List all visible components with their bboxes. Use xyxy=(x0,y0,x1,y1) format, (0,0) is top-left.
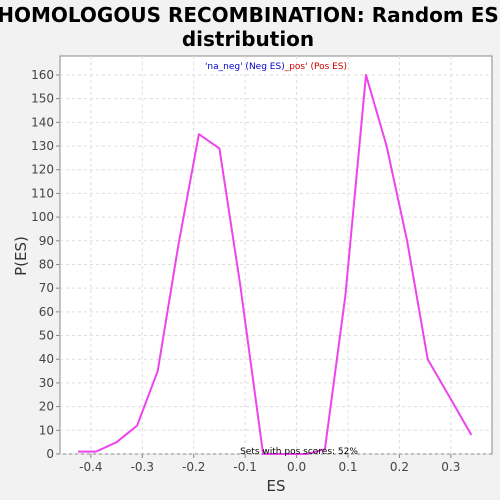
y-tick-label: 90 xyxy=(39,234,54,248)
y-tick-label: 40 xyxy=(39,352,54,366)
legend-entry-neg: 'na_neg' (Neg ES) xyxy=(205,62,285,72)
chart-title-line-2: distribution xyxy=(182,27,314,51)
x-tick-label: -0.2 xyxy=(182,460,205,474)
legend: 'na_neg' (Neg ES)_pos' (Pos ES) xyxy=(205,62,347,72)
y-tick-label: 10 xyxy=(39,423,54,437)
y-tick-label: 150 xyxy=(31,92,54,106)
y-axis-ticks: 0 10 20 30 40 50 60 70 80 90 100 110 120 130 140 150 160 xyxy=(31,68,60,461)
y-axis-label: P(ES) xyxy=(12,236,30,276)
y-tick-label: 0 xyxy=(46,447,54,461)
chart-title-line-1: HOMOLOGOUS RECOMBINATION: Random ES xyxy=(0,3,499,27)
legend-entry-pos: _pos' (Pos ES) xyxy=(284,62,347,72)
x-axis-ticks: -0.4 -0.3 -0.2 -0.1 0.0 0.1 0.2 0.3 xyxy=(79,454,460,474)
y-tick-label: 110 xyxy=(31,186,54,200)
plot-area xyxy=(59,55,493,455)
grid-layer xyxy=(60,56,492,455)
x-axis-label: ES xyxy=(267,477,286,495)
x-tick-label: 0.1 xyxy=(338,460,357,474)
y-tick-label: 60 xyxy=(39,305,54,319)
y-tick-label: 140 xyxy=(31,115,54,129)
x-tick-label: -0.3 xyxy=(131,460,154,474)
series-line xyxy=(78,74,473,455)
y-tick-label: 50 xyxy=(39,329,54,343)
series-layer xyxy=(78,74,473,455)
y-tick-label: 100 xyxy=(31,210,54,224)
y-tick-label: 160 xyxy=(31,68,54,82)
x-tick-label: -0.4 xyxy=(79,460,102,474)
x-tick-label: -0.1 xyxy=(233,460,256,474)
y-tick-label: 80 xyxy=(39,257,54,271)
y-tick-label: 30 xyxy=(39,376,54,390)
y-tick-label: 20 xyxy=(39,400,54,414)
y-tick-label: 120 xyxy=(31,163,54,177)
x-tick-label: 0.3 xyxy=(441,460,460,474)
chart-annotation: Sets with pos scores: 52% xyxy=(240,447,358,457)
y-tick-label: 130 xyxy=(31,139,54,153)
y-tick-label: 70 xyxy=(39,281,54,295)
x-tick-label: 0.0 xyxy=(287,460,306,474)
x-tick-label: 0.2 xyxy=(390,460,409,474)
